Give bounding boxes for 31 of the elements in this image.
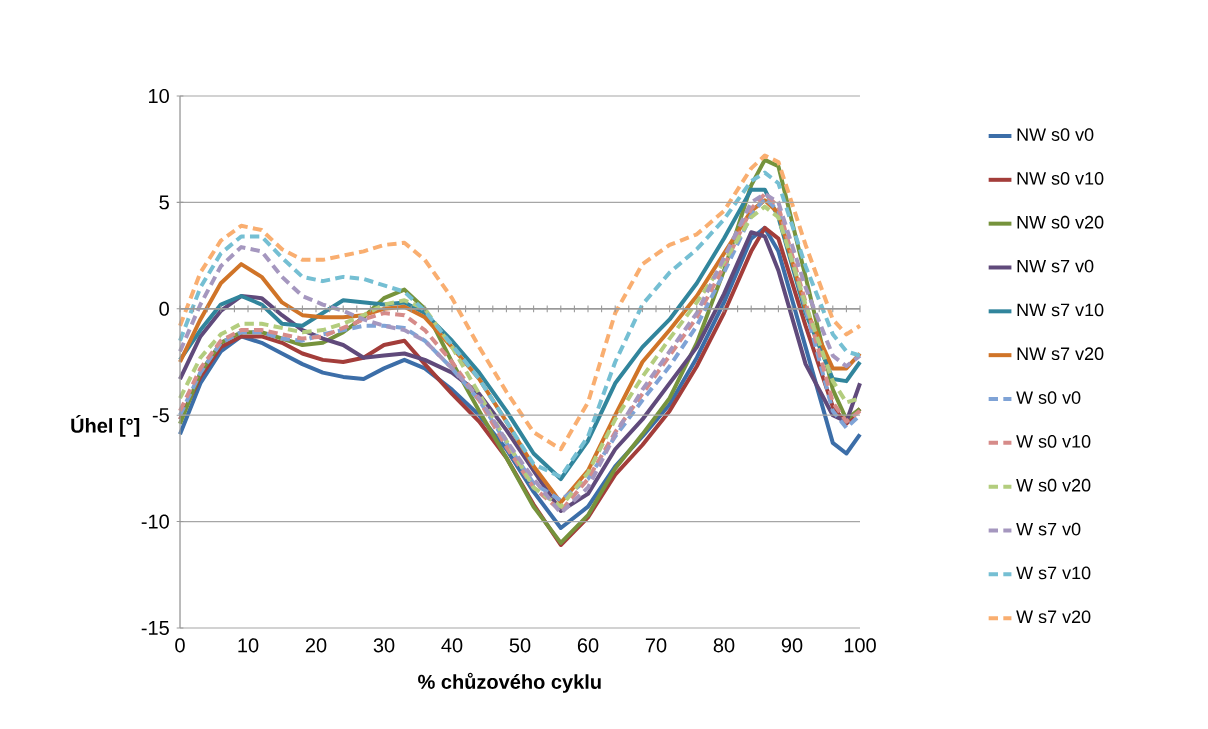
x-tick-label: 30	[373, 638, 395, 653]
legend-label: W s0 v0	[1016, 391, 1081, 404]
legend-label: W s7 v10	[1016, 566, 1091, 580]
x-tick-label: 20	[305, 638, 327, 653]
legend-label: NW s7 v0	[1017, 259, 1094, 273]
y-tick-label: -5	[152, 408, 169, 423]
legend-label: NW s7 v20	[1017, 347, 1104, 361]
y-tick-label: 10	[149, 88, 169, 104]
x-tick-label: 80	[713, 638, 735, 653]
x-axis-title: % chůzového cyklu	[418, 672, 601, 693]
y-axis-title: Úhel [°]	[71, 414, 140, 437]
x-tick-label: 40	[441, 638, 463, 653]
x-tick-label: 60	[577, 638, 599, 653]
y-tick-label: -15	[141, 621, 169, 635]
legend-label: W s0 v10	[1016, 435, 1091, 448]
legend-label: NW s0 v0	[1017, 128, 1094, 141]
legend-label: W s7 v0	[1016, 522, 1081, 536]
legend-label: W s7 v20	[1016, 610, 1091, 624]
legend-label: W s0 v20	[1016, 478, 1091, 492]
x-tick-label: 50	[509, 638, 531, 653]
legend-label: NW s7 v10	[1017, 303, 1104, 317]
x-tick-label: 100	[844, 638, 876, 653]
x-tick-label: 0	[175, 638, 185, 653]
y-tick-label: 5	[159, 195, 169, 210]
x-tick-label: 70	[645, 638, 667, 653]
y-tick-label: -10	[141, 514, 169, 529]
x-tick-label: 10	[238, 638, 259, 653]
legend-label: NW s0 v20	[1017, 215, 1104, 229]
y-tick-label: 0	[159, 301, 169, 316]
x-tick-label: 90	[781, 638, 803, 653]
legend-label: NW s0 v10	[1017, 172, 1104, 185]
